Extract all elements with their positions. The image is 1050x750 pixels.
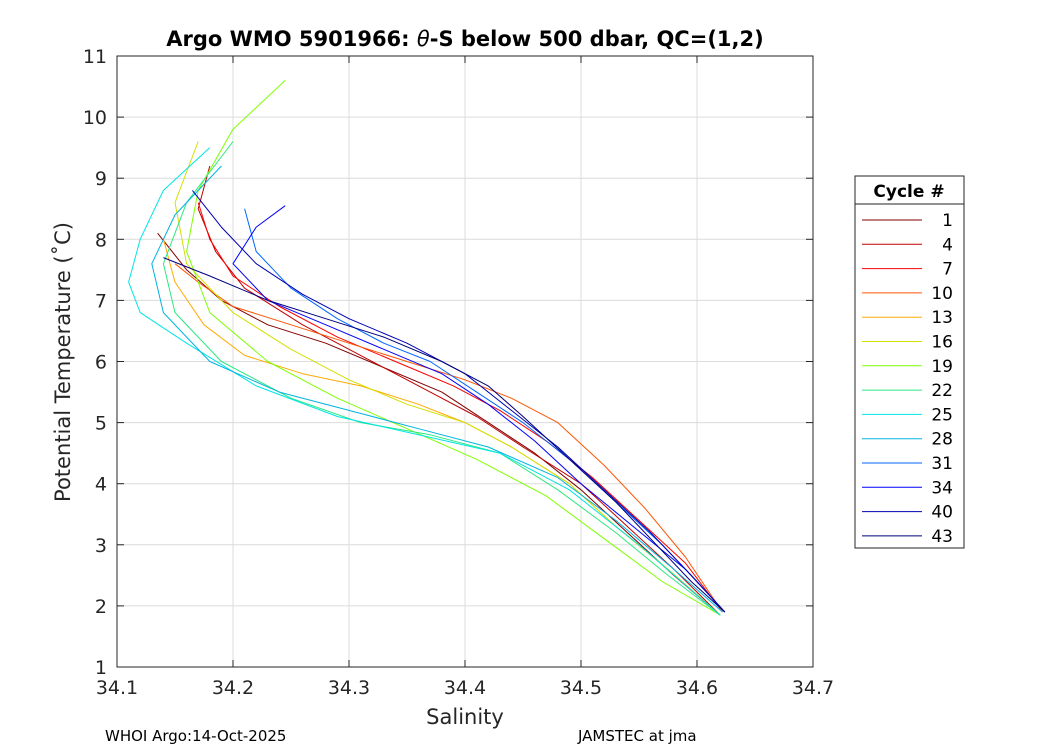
y-tick-label: 7 [95, 290, 107, 312]
legend-label-7: 7 [942, 260, 953, 280]
legend-label-28: 28 [931, 430, 953, 450]
legend-title: Cycle # [873, 182, 944, 202]
x-tick-label: 34.3 [328, 677, 370, 699]
x-tick-label: 34.5 [560, 677, 602, 699]
legend-label-1: 1 [942, 211, 953, 231]
legend-box [854, 175, 965, 549]
legend-label-31: 31 [931, 454, 953, 474]
y-tick-label: 1 [95, 657, 107, 679]
series-line-cycle-4 [197, 165, 721, 616]
tick-labels: 34.1 34.2 34.3 34.4 34.5 34.6 34.7 1 2 3 4 5 6 7 8 9 10 1… [83, 46, 834, 699]
y-tick-label: 2 [95, 596, 107, 618]
legend: Cycle # 1 4 7 10 13 16 19 22 25 28 31 34 40 43 [854, 175, 965, 549]
x-tick-label: 34.1 [96, 677, 138, 699]
y-tick-label: 9 [95, 168, 107, 190]
series-line-cycle-43 [163, 257, 726, 613]
y-tick-label: 4 [95, 474, 107, 496]
legend-label-40: 40 [931, 503, 953, 523]
legend-entries: 1 4 7 10 13 16 19 22 25 28 31 34 40 43 [862, 211, 953, 547]
series-line-cycle-25 [128, 147, 721, 616]
legend-label-13: 13 [931, 308, 953, 328]
x-tick-label: 34.4 [444, 677, 486, 699]
y-tick-label: 6 [95, 352, 107, 374]
series-group [128, 80, 726, 616]
footer-left: WHOI Argo:14-Oct-2025 [105, 727, 286, 745]
chart-title: Argo WMO 5901966: θ-S below 500 dbar, QC… [166, 27, 763, 51]
series-line-cycle-22 [162, 141, 721, 616]
legend-label-34: 34 [931, 478, 953, 498]
series-line-cycle-7 [197, 202, 723, 613]
y-tick-label: 11 [83, 46, 107, 68]
legend-label-4: 4 [942, 235, 953, 255]
x-tick-label: 34.6 [676, 677, 718, 699]
title-prefix: Argo WMO 5901966: [166, 27, 417, 51]
x-axis-label: Salinity [426, 705, 504, 729]
y-tick-label: 10 [83, 107, 107, 129]
y-tick-label: 3 [95, 535, 107, 557]
y-tick-label: 5 [95, 413, 107, 435]
legend-label-25: 25 [931, 405, 953, 425]
legend-label-10: 10 [931, 284, 953, 304]
series-line-cycle-28 [151, 165, 723, 613]
legend-label-22: 22 [931, 381, 953, 401]
legend-label-19: 19 [931, 357, 953, 377]
y-tick-label: 8 [95, 229, 107, 251]
title-suffix: -S below 500 dbar, QC=(1,2) [430, 27, 764, 51]
legend-label-43: 43 [931, 527, 953, 547]
title-theta-symbol: θ [417, 27, 430, 51]
series-line-cycle-10 [174, 263, 723, 613]
x-tick-label: 34.2 [212, 677, 254, 699]
y-axis-label: Potential Temperature (˚C) [51, 222, 75, 502]
footer-right: JAMSTEC at jma [577, 727, 697, 745]
series-line-cycle-34 [232, 205, 726, 613]
x-tick-label: 34.7 [792, 677, 834, 699]
legend-label-16: 16 [931, 333, 953, 353]
